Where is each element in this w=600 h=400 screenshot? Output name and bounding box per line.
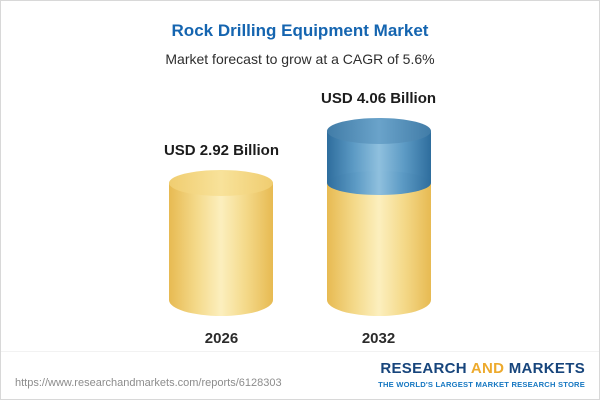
cylinder-growth-segment-2032: [326, 118, 431, 195]
brand-word-markets: MARKETS: [508, 360, 585, 377]
brand-name: RESEARCH AND MARKETS: [378, 360, 585, 377]
cylinder-2026: [169, 170, 274, 316]
footer: https://www.researchandmarkets.com/repor…: [1, 351, 599, 399]
brand-tagline: THE WORLD'S LARGEST MARKET RESEARCH STOR…: [378, 380, 585, 389]
report-url: https://www.researchandmarkets.com/repor…: [15, 377, 282, 389]
value-label-2032: USD 4.06 Billion: [321, 90, 437, 107]
brand-word-and: AND: [470, 360, 505, 377]
year-label-2032: 2032: [361, 330, 396, 347]
year-label-2026: 2026: [204, 330, 239, 347]
brand-logo: RESEARCH AND MARKETS THE WORLD'S LARGEST…: [378, 360, 585, 389]
cylinder-body-2026: [169, 170, 274, 316]
cylinder-2032: [326, 118, 431, 316]
chart-title: Rock Drilling Equipment Market: [171, 21, 429, 40]
value-label-2026: USD 2.92 Billion: [163, 142, 279, 159]
cylinder-top-cap-2026: [169, 170, 274, 196]
brand-word-research: RESEARCH: [380, 360, 467, 377]
chart-subtitle: Market forecast to grow at a CAGR of 5.6…: [165, 51, 435, 67]
cylinder-base-segment-2032: [326, 183, 431, 316]
bar-column-2026: USD 2.92 Billion 2026: [164, 142, 279, 347]
bar-column-2032: USD 4.06 Billion 2032: [321, 90, 436, 347]
chart-header: Rock Drilling Equipment Market Market fo…: [1, 1, 599, 67]
bar-chart: USD 2.92 Billion 2026 USD 4.06 Billion 2…: [1, 67, 599, 351]
cylinder-top-cap-2032: [326, 118, 431, 144]
